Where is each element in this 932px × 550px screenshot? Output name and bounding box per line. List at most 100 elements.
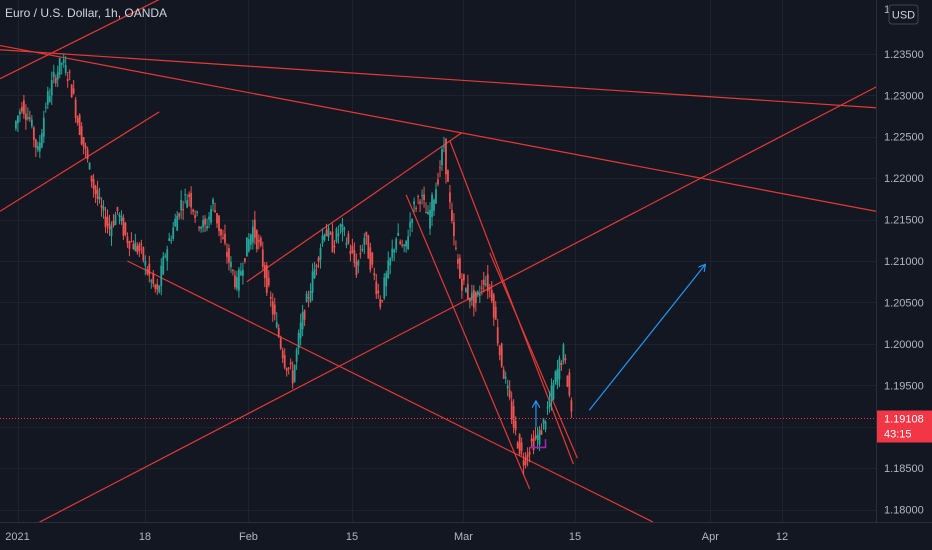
candle-down <box>24 104 27 130</box>
candle-up <box>311 263 314 301</box>
candle-up <box>15 119 17 132</box>
candle-down <box>472 285 475 317</box>
trendline-drop-channel-right[interactable] <box>449 140 574 465</box>
candle-up <box>180 190 183 220</box>
trendline-descending-trend-short[interactable] <box>489 252 578 459</box>
candle-down <box>492 292 495 326</box>
candle-down <box>96 180 99 206</box>
trendline-rising-channel[interactable] <box>246 132 463 283</box>
candle-down <box>379 295 382 310</box>
candle-up <box>441 146 443 171</box>
time-tick-label: 12 <box>776 531 788 543</box>
candle-down <box>285 367 288 377</box>
candle-down <box>263 262 266 288</box>
trendline-top-steep-line[interactable] <box>0 0 183 80</box>
time-tick-label: 15 <box>569 531 581 543</box>
candle-down <box>399 239 402 246</box>
time-tick-label: 15 <box>346 531 358 543</box>
price-tick-label: 1.20500 <box>884 297 924 309</box>
candle-up <box>357 259 360 274</box>
candle-up <box>562 342 565 365</box>
candle-up <box>397 223 400 236</box>
candle-down <box>530 434 533 449</box>
trendline-upper-long-resistance[interactable] <box>0 49 876 109</box>
candle-up <box>144 255 147 276</box>
candle-up <box>552 379 555 401</box>
candle-up <box>251 219 254 250</box>
trendline-descending-support[interactable] <box>127 260 654 522</box>
candle-up <box>546 401 549 415</box>
candle-down <box>154 283 157 293</box>
candle-down <box>568 368 571 398</box>
trendline-drop-channel-left[interactable] <box>405 194 531 490</box>
candle-up <box>548 391 551 413</box>
candle-up <box>30 115 33 129</box>
candle-down <box>480 279 483 296</box>
candle-up <box>435 182 437 204</box>
candle-down <box>257 234 260 250</box>
time-axis[interactable]: 2021 18 Feb 15 Mar 15 Apr 12 <box>5 531 788 543</box>
candle-up <box>337 225 340 244</box>
candle-down <box>122 214 125 240</box>
candle-down <box>194 210 197 224</box>
trendline-long-support-rising[interactable] <box>0 86 876 543</box>
candle-up <box>240 262 242 277</box>
candle-up <box>110 221 113 246</box>
candle-down <box>353 242 356 268</box>
candle-up <box>247 233 250 253</box>
candle-down <box>130 232 133 243</box>
candle-down <box>355 253 358 278</box>
candle-down <box>126 232 129 248</box>
trendline-early-channel-line[interactable] <box>0 111 160 212</box>
bracket-marker[interactable] <box>529 439 547 449</box>
candle-up <box>241 262 244 285</box>
candle-down <box>287 366 290 375</box>
candle-down <box>136 242 139 255</box>
candle-down <box>570 397 573 418</box>
candle-up <box>389 257 392 275</box>
candle-down <box>488 283 491 298</box>
candle-down <box>269 291 272 307</box>
candle-down <box>351 238 354 254</box>
currency-button-label[interactable]: USD <box>892 10 915 22</box>
candle-down <box>188 191 191 207</box>
candle-up <box>405 240 408 253</box>
candle-down <box>72 80 75 95</box>
price-tick-label: 1.19500 <box>884 380 924 392</box>
candle-up <box>409 212 412 237</box>
currency-button[interactable]: USD <box>888 4 919 25</box>
candle-down <box>317 255 320 268</box>
candle-up <box>118 212 121 225</box>
candle-down <box>369 242 372 273</box>
price-tick-label: 1.22500 <box>884 132 924 144</box>
candle-up <box>162 252 165 276</box>
candle-up <box>383 273 386 301</box>
candle-down <box>349 244 352 262</box>
candle-down <box>152 269 155 288</box>
candle-down <box>500 342 503 368</box>
trendline-descending-resistance[interactable] <box>0 44 876 212</box>
candle-down <box>518 433 521 457</box>
candle-up <box>305 290 308 303</box>
annotations <box>0 265 876 449</box>
price-tick-label: 1.23500 <box>884 49 924 61</box>
candle-down <box>22 94 25 119</box>
candle-down <box>445 138 447 184</box>
candle-down <box>419 199 421 213</box>
candle-down <box>460 273 463 299</box>
candle-down <box>566 375 569 388</box>
candle-down <box>375 273 378 300</box>
candle-up <box>249 233 252 250</box>
candle-down <box>192 208 195 216</box>
projection-arrow[interactable] <box>588 265 704 411</box>
candle-up <box>17 115 19 132</box>
price-tick-label: 1.20000 <box>884 339 924 351</box>
candle-up <box>309 283 312 303</box>
candle-down <box>84 142 87 159</box>
chart-title: Euro / U.S. Dollar, 1h, OANDA <box>5 6 167 20</box>
candle-up <box>403 243 406 253</box>
candle-up <box>44 102 47 113</box>
candle-up <box>506 379 509 397</box>
candle-up <box>170 235 173 245</box>
